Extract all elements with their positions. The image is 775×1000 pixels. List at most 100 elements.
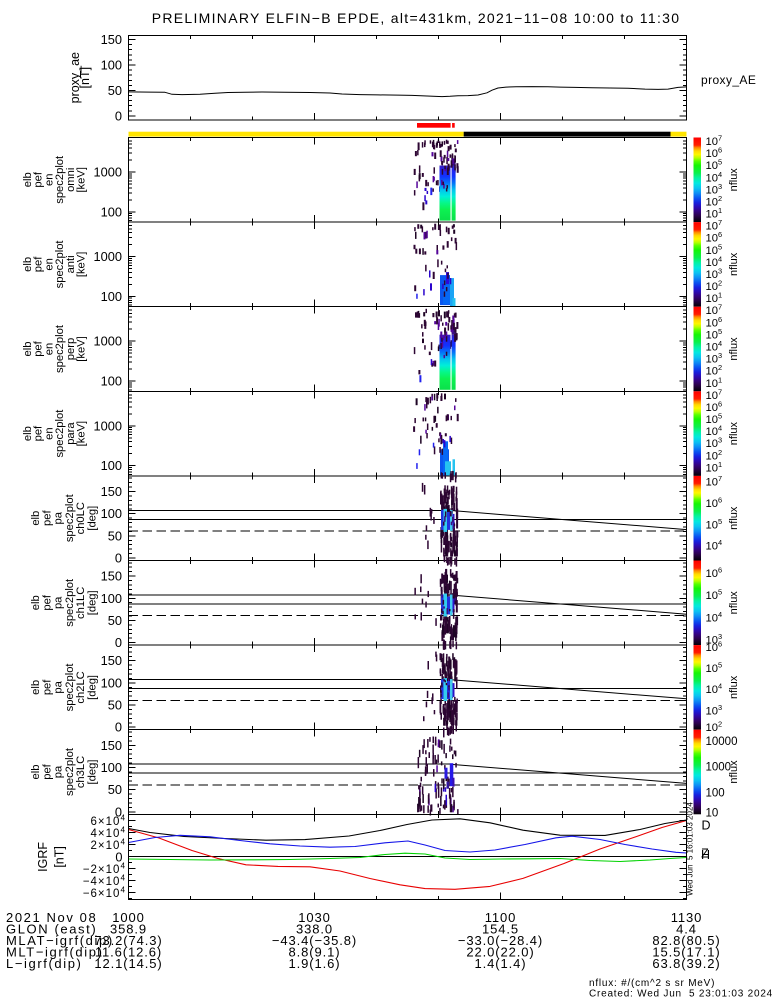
svg-text:107: 107 (706, 134, 723, 149)
svg-text:Wed Jun 5 16:01:03 2024: Wed Jun 5 16:01:03 2024 (686, 802, 695, 896)
svg-text:elb: elb (30, 511, 42, 526)
svg-text:Created: Wed Jun 5 23:01:03 2: Created: Wed Jun 5 23:01:03 2024 (589, 988, 773, 999)
svg-text:proxy_AE: proxy_AE (701, 73, 756, 87)
svg-text:4.4: 4.4 (676, 922, 697, 937)
svg-text:6×104: 6×104 (91, 814, 126, 829)
svg-text:nflux: nflux (728, 252, 740, 276)
svg-text:spec2plot: spec2plot (64, 663, 76, 712)
svg-text:106: 106 (706, 146, 723, 161)
svg-text:100: 100 (101, 374, 122, 389)
svg-text:pef: pef (41, 763, 53, 779)
svg-text:1130: 1130 (671, 910, 703, 925)
svg-text:107: 107 (706, 474, 723, 489)
svg-text:elb: elb (22, 257, 34, 272)
svg-text:105: 105 (706, 327, 723, 342)
svg-text:PRELIMINARY ELFIN−B EPDE, alt=: PRELIMINARY ELFIN−B EPDE, alt=431km, 202… (152, 10, 681, 26)
svg-text:102: 102 (706, 448, 723, 463)
svg-text:ch0LC: ch0LC (75, 502, 87, 534)
svg-text:elb: elb (22, 342, 34, 357)
svg-text:0: 0 (115, 551, 122, 566)
svg-text:pa: pa (53, 596, 65, 609)
svg-text:2021 Nov 08: 2021 Nov 08 (6, 910, 97, 925)
svg-text:103: 103 (706, 632, 723, 647)
svg-text:para: para (65, 422, 77, 445)
svg-text:en: en (43, 427, 55, 439)
svg-text:pef: pef (33, 171, 45, 187)
svg-text:−6×104: −6×104 (83, 886, 126, 901)
svg-text:358.9: 358.9 (110, 922, 147, 937)
svg-text:pef: pef (41, 594, 53, 610)
svg-text:105: 105 (706, 158, 723, 173)
svg-text:63.8(39.2): 63.8(39.2) (652, 956, 720, 971)
svg-text:spec2plot: spec2plot (54, 324, 66, 373)
svg-text:nflux: nflux (728, 591, 740, 615)
svg-text:50: 50 (108, 782, 122, 797)
svg-text:102: 102 (706, 719, 723, 734)
svg-text:L−igrf(dip): L−igrf(dip) (6, 956, 83, 971)
svg-text:100: 100 (706, 787, 725, 799)
svg-text:GLON (east): GLON (east) (6, 922, 97, 937)
svg-text:pef: pef (41, 510, 53, 526)
svg-text:elb: elb (30, 680, 42, 695)
svg-text:100: 100 (101, 591, 122, 606)
svg-text:1000: 1000 (706, 762, 732, 774)
svg-text:anti: anti (65, 255, 77, 273)
svg-text:1.4(1.4): 1.4(1.4) (474, 956, 526, 971)
svg-text:[keV]: [keV] (76, 167, 88, 193)
svg-text:nflux: nflux (728, 337, 740, 361)
svg-text:4×104: 4×104 (91, 826, 126, 841)
svg-text:en: en (43, 258, 55, 270)
svg-text:en: en (43, 343, 55, 355)
svg-text:150: 150 (101, 484, 122, 499)
svg-text:107: 107 (706, 387, 723, 402)
svg-text:pef: pef (33, 425, 45, 441)
svg-text:en: en (43, 174, 55, 186)
svg-text:0: 0 (115, 804, 122, 819)
svg-text:104: 104 (706, 610, 723, 625)
svg-text:102: 102 (706, 194, 723, 209)
svg-text:spec2plot: spec2plot (54, 155, 66, 204)
svg-text:107: 107 (706, 303, 723, 318)
svg-text:0: 0 (115, 635, 122, 650)
svg-text:1000: 1000 (94, 418, 122, 433)
svg-text:150: 150 (101, 32, 122, 47)
svg-text:spec2plot: spec2plot (64, 578, 76, 627)
svg-text:ch1LC: ch1LC (75, 587, 87, 619)
svg-text:ch3LC: ch3LC (75, 756, 87, 788)
svg-text:spec2plot: spec2plot (64, 747, 76, 796)
svg-text:−4×104: −4×104 (83, 874, 126, 889)
svg-text:1000: 1000 (94, 334, 122, 349)
svg-text:338.0: 338.0 (296, 922, 333, 937)
svg-text:102: 102 (706, 363, 723, 378)
svg-text:106: 106 (706, 566, 723, 581)
svg-text:154.5: 154.5 (482, 922, 519, 937)
svg-text:MLAT−igrf(dip): MLAT−igrf(dip) (6, 933, 114, 948)
svg-text:[keV]: [keV] (76, 252, 88, 278)
svg-text:104: 104 (706, 170, 723, 185)
svg-text:12.1(14.5): 12.1(14.5) (94, 956, 162, 971)
svg-text:IGRF: IGRF (36, 842, 50, 872)
svg-text:[deg]: [deg] (87, 675, 99, 700)
svg-text:pef: pef (33, 256, 45, 272)
svg-text:ch2LC: ch2LC (75, 671, 87, 703)
svg-text:1.9(1.6): 1.9(1.6) (288, 956, 340, 971)
svg-text:101: 101 (706, 375, 723, 390)
svg-text:elb: elb (22, 426, 34, 441)
svg-text:1100: 1100 (485, 910, 517, 925)
svg-text:22.0(22.0): 22.0(22.0) (466, 945, 534, 960)
svg-text:−33.0(−28.4): −33.0(−28.4) (458, 933, 543, 948)
svg-text:[keV]: [keV] (76, 336, 88, 362)
svg-text:nflux: nflux (728, 421, 740, 445)
svg-text:50: 50 (108, 83, 122, 98)
svg-text:2×104: 2×104 (91, 838, 126, 853)
svg-text:100: 100 (101, 289, 122, 304)
svg-text:106: 106 (706, 315, 723, 330)
svg-text:elb: elb (22, 172, 34, 187)
svg-text:[deg]: [deg] (87, 760, 99, 785)
svg-text:101: 101 (706, 291, 723, 306)
svg-text:11.6(12.6): 11.6(12.6) (95, 945, 162, 960)
svg-text:1000: 1000 (112, 910, 145, 925)
svg-text:0: 0 (115, 720, 122, 735)
svg-text:proxy_ae: proxy_ae (68, 52, 82, 103)
svg-text:105: 105 (706, 587, 723, 602)
